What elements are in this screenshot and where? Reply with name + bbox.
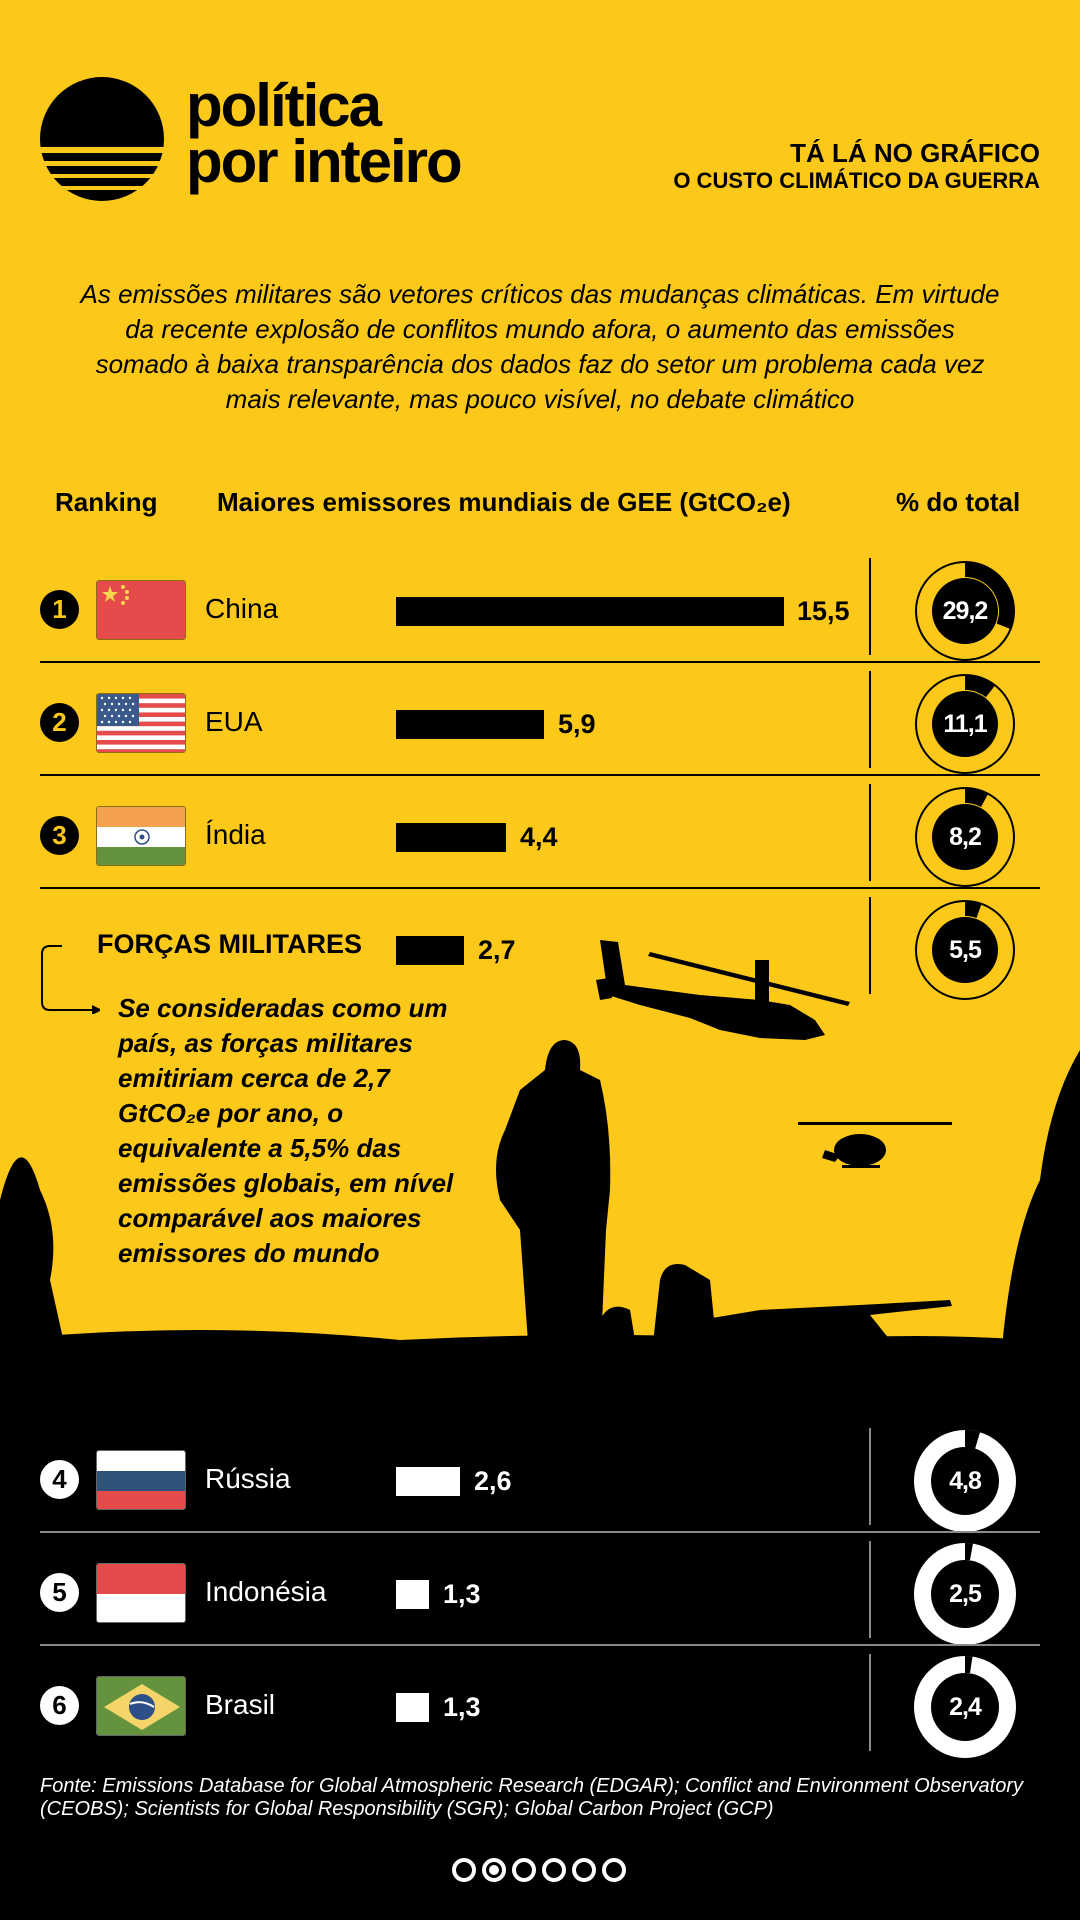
rank-badge: 3 — [40, 816, 79, 855]
percent-donut — [915, 900, 1015, 1000]
series-title: TÁ LÁ NO GRÁFICO O CUSTO CLIMÁTICO DA GU… — [673, 138, 1040, 194]
row-divider — [40, 1644, 1040, 1646]
emission-bar — [396, 936, 464, 965]
table-row-military: 2,7 5,5 — [40, 889, 1040, 1002]
rank-badge: 6 — [40, 1686, 79, 1725]
military-note: Se consideradas como um país, as forças … — [118, 993, 454, 1268]
indonesia-flag-icon — [96, 1563, 186, 1623]
rank-badge: 4 — [40, 1460, 79, 1499]
rank-badge: 1 — [40, 590, 79, 629]
row-divider — [40, 661, 1040, 663]
divider — [869, 671, 871, 768]
page-dot-2-active[interactable] — [482, 1858, 506, 1882]
percent-donut — [914, 1656, 1016, 1758]
intro-text: As emissões militares são vetores crític… — [80, 279, 1000, 414]
page-dot-3[interactable] — [512, 1858, 536, 1882]
country-name: Indonésia — [205, 1576, 327, 1607]
emission-bar — [396, 597, 784, 626]
brand-line-1: política — [186, 72, 382, 139]
dark-section — [0, 1355, 1080, 1920]
emission-bar — [396, 1580, 429, 1609]
column-header-percent: % do total — [896, 487, 1021, 517]
row-divider — [40, 774, 1040, 776]
country-name: EUA — [205, 706, 263, 737]
percent-value: 2,5 — [949, 1580, 982, 1608]
emission-bar — [396, 1467, 460, 1496]
series-subtitle: O CUSTO CLIMÁTICO DA GUERRA — [673, 168, 1040, 193]
emission-bar — [396, 823, 506, 852]
divider — [869, 1428, 871, 1525]
row-divider — [40, 1531, 1040, 1533]
table-row: 2 EUA 5,9 1 — [40, 663, 1040, 776]
country-name: Índia — [205, 819, 266, 850]
divider — [869, 897, 871, 994]
column-header-emissions: Maiores emissores mundiais de GEE (GtCO₂… — [217, 487, 791, 517]
russia-flag-icon — [96, 1450, 186, 1510]
brazil-flag-icon — [96, 1676, 186, 1736]
usa-flag-icon — [96, 693, 186, 753]
brand-name: política por inteiro — [186, 72, 463, 195]
military-label: FORÇAS MILITARES — [97, 929, 362, 959]
page-dot-6[interactable] — [602, 1858, 626, 1882]
emission-value: 15,5 — [797, 596, 850, 626]
emission-value: 2,6 — [474, 1466, 512, 1496]
carousel-pagination — [452, 1858, 626, 1882]
percent-value: 5,5 — [949, 936, 982, 964]
page-dot-5[interactable] — [572, 1858, 596, 1882]
divider — [869, 1541, 871, 1638]
column-header-ranking: Ranking — [55, 487, 158, 517]
emission-bar — [396, 1693, 429, 1722]
emission-bar — [396, 710, 544, 739]
percent-value: 2,4 — [949, 1693, 982, 1721]
sunset-logo-icon — [40, 77, 164, 201]
table-row: 1 China 15,5 29,2 — [40, 550, 1040, 663]
divider — [869, 558, 871, 655]
table-row: 3 Índia 4,4 8,2 — [40, 776, 1040, 889]
country-name: Rússia — [205, 1463, 291, 1494]
rank-badge: 2 — [40, 703, 79, 742]
series-title-line: TÁ LÁ NO GRÁFICO — [790, 138, 1040, 168]
divider — [869, 784, 871, 881]
percent-donut — [914, 1430, 1016, 1532]
india-flag-icon — [96, 806, 186, 866]
table-row: 5 Indonésia 1,3 2,5 — [40, 1533, 1040, 1646]
percent-value: 4,8 — [949, 1467, 982, 1495]
emission-value: 2,7 — [478, 935, 516, 965]
emission-value: 1,3 — [443, 1579, 481, 1609]
percent-value: 29,2 — [942, 597, 989, 625]
country-name: China — [205, 593, 279, 624]
percent-donut — [915, 787, 1015, 887]
page-dot-1[interactable] — [452, 1858, 476, 1882]
row-divider — [40, 887, 1040, 889]
emission-value: 1,3 — [443, 1692, 481, 1722]
divider — [869, 1654, 871, 1751]
percent-donut — [914, 1543, 1016, 1645]
emission-value: 4,4 — [520, 822, 558, 852]
country-name: Brasil — [205, 1689, 276, 1720]
rank-badge: 5 — [40, 1573, 79, 1612]
source-note: Fonte: Emissions Database for Global Atm… — [40, 1775, 1023, 1820]
arrow-connector-icon — [41, 945, 100, 1014]
percent-value: 8,2 — [949, 823, 982, 851]
china-flag-icon — [96, 580, 186, 640]
brand-line-2: por inteiro — [186, 128, 463, 195]
emission-value: 5,9 — [558, 709, 596, 739]
page-dot-4[interactable] — [542, 1858, 566, 1882]
percent-donut — [915, 561, 1015, 661]
percent-donut — [915, 674, 1015, 774]
table-row: 4 Rússia 2,6 4,8 — [40, 1420, 1040, 1533]
percent-value: 11,1 — [943, 710, 987, 738]
table-row: 6 Brasil 1,3 2,4 — [40, 1646, 1040, 1759]
